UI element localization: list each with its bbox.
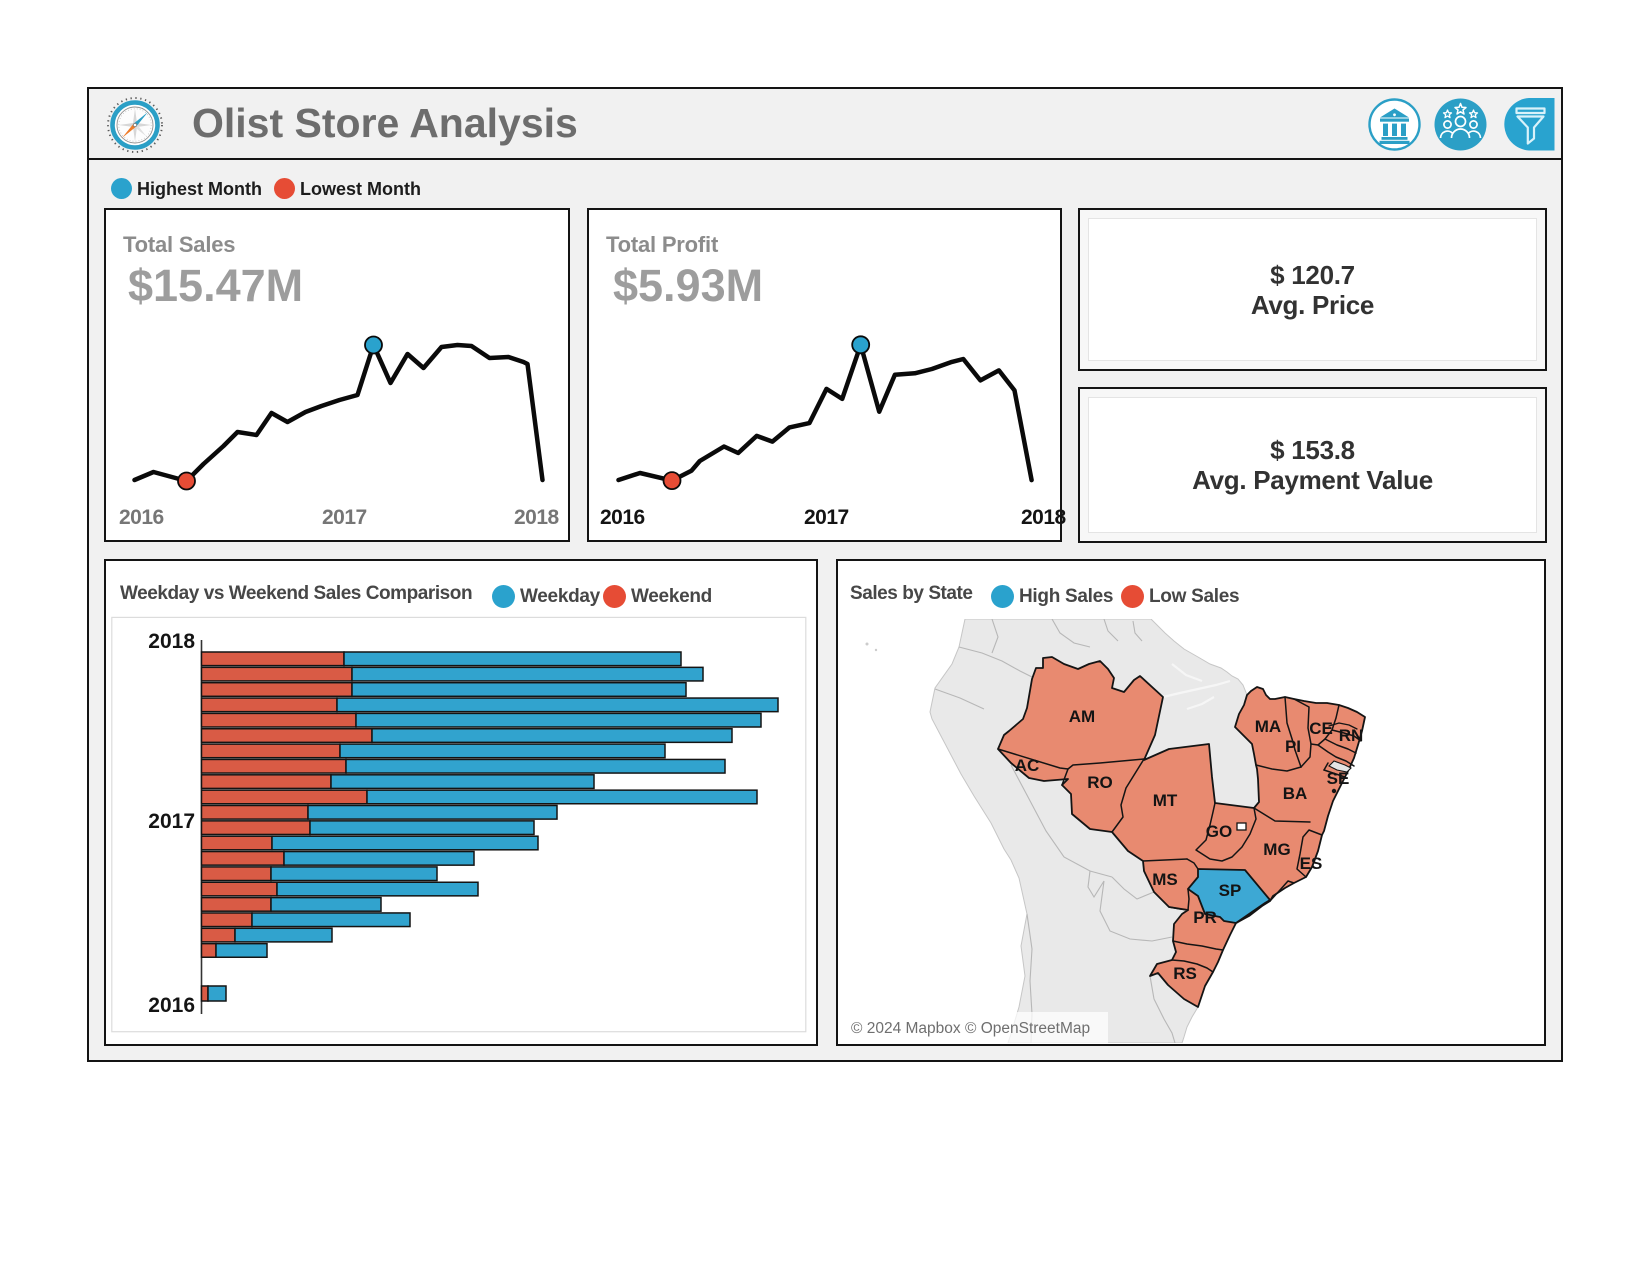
svg-text:AM: AM — [1069, 707, 1095, 726]
svg-text:2017: 2017 — [148, 810, 195, 833]
svg-text:MS: MS — [1152, 870, 1178, 889]
svg-text:GO: GO — [1206, 822, 1232, 841]
svg-text:2016: 2016 — [148, 994, 195, 1017]
svg-text:2018: 2018 — [148, 630, 195, 653]
svg-text:© 2024 Mapbox © OpenStreetMap: © 2024 Mapbox © OpenStreetMap — [851, 1020, 1090, 1037]
svg-text:RO: RO — [1087, 773, 1113, 792]
svg-text:RN: RN — [1339, 726, 1364, 745]
svg-text:CE: CE — [1309, 719, 1333, 738]
svg-text:PR: PR — [1193, 908, 1217, 927]
svg-text:MA: MA — [1255, 717, 1281, 736]
svg-text:RS: RS — [1173, 964, 1197, 983]
svg-text:MG: MG — [1263, 840, 1290, 859]
svg-text:SE: SE — [1327, 769, 1350, 788]
svg-text:AC: AC — [1015, 756, 1040, 775]
svg-text:PI: PI — [1285, 737, 1301, 756]
svg-text:SP: SP — [1219, 881, 1242, 900]
svg-text:MT: MT — [1153, 791, 1178, 810]
svg-text:BA: BA — [1283, 784, 1308, 803]
svg-text:ES: ES — [1300, 854, 1323, 873]
